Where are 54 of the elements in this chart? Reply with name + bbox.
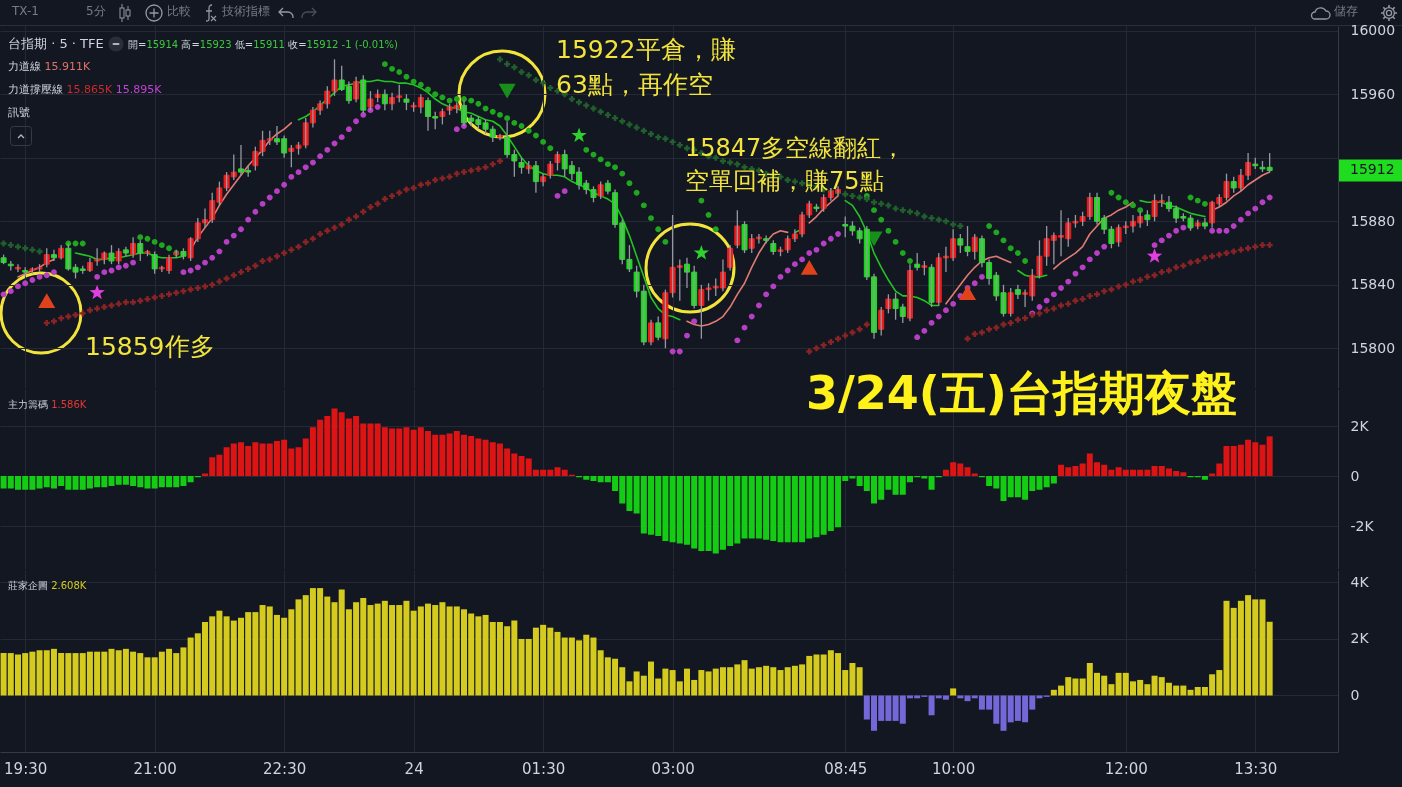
point (498, 83, 516, 99)
bar (950, 688, 957, 696)
annotation: 訊號 (8, 106, 30, 121)
y-tick-label: 15880 (1350, 212, 1396, 229)
y-tick-label: 16000 (1350, 22, 1396, 39)
x-tick-label: 24 (404, 759, 424, 778)
text: 比較 (167, 4, 191, 20)
annotation: 主力籌碼 1.586K (8, 398, 87, 411)
x-tick-label: 13:30 (1234, 759, 1278, 778)
annotation: 台指期 · 5 · TFE (8, 36, 104, 53)
x-tick-label: 08:45 (824, 759, 868, 778)
y-tick-label: 15960 (1350, 85, 1396, 102)
x-tick-label: 21:00 (133, 759, 177, 778)
text: TX-1 (12, 4, 39, 20)
annotation: 力道撐壓線 15.865K 15.895K (8, 83, 162, 98)
bar (1266, 436, 1273, 476)
x-tick-label: 03:00 (651, 759, 695, 778)
x-tick-label: 19:30 (4, 759, 48, 778)
y-tick-label: 0 (1350, 686, 1360, 703)
point (38, 293, 56, 309)
y-tick-label: 0 (1350, 467, 1360, 484)
text: 技術指標 (222, 4, 270, 20)
y-tick-label: 4K (1350, 573, 1370, 590)
point (89, 284, 105, 300)
x-tick-label: 22:30 (263, 759, 307, 778)
candlestick (108, 244, 115, 265)
y-tick-label: -2K (1350, 517, 1375, 534)
bar (856, 667, 863, 696)
x-tick-label: 12:00 (1104, 759, 1148, 778)
candlestick (554, 150, 561, 172)
text: 5分 (86, 4, 106, 20)
y-tick-label: 15800 (1350, 339, 1396, 356)
annotation: 15859作多 (85, 331, 215, 363)
bar (1266, 621, 1273, 696)
candlestick (964, 225, 971, 257)
bar (957, 695, 964, 699)
y-tick-label: 15912 (1350, 161, 1395, 178)
y-tick-label: 2K (1350, 417, 1370, 434)
x-tick-label: 01:30 (522, 759, 566, 778)
x-tick-label: 10:00 (932, 759, 976, 778)
text: 儲存 (1334, 4, 1358, 20)
point (1146, 248, 1163, 263)
annotation: 莊家企圖 2.608K (8, 579, 87, 592)
annotation: 15847多空線翻紅，空單回補，賺75點 (685, 133, 907, 197)
annotation: 15922平倉，賺63點，再作空 (556, 34, 737, 101)
text: 3/24(五)台指期夜盤 (806, 365, 1237, 422)
annotation: 力道線 15.911K (8, 60, 91, 75)
candlestick (367, 90, 374, 111)
y-tick-label: 15840 (1350, 276, 1396, 293)
candlestick (957, 233, 964, 254)
y-tick-label: 2K (1350, 630, 1370, 647)
text: 開=15914 高=15923 低=15911 收=15912 -1 (-0.01%) (128, 39, 398, 50)
point (571, 127, 587, 143)
point (800, 259, 818, 275)
